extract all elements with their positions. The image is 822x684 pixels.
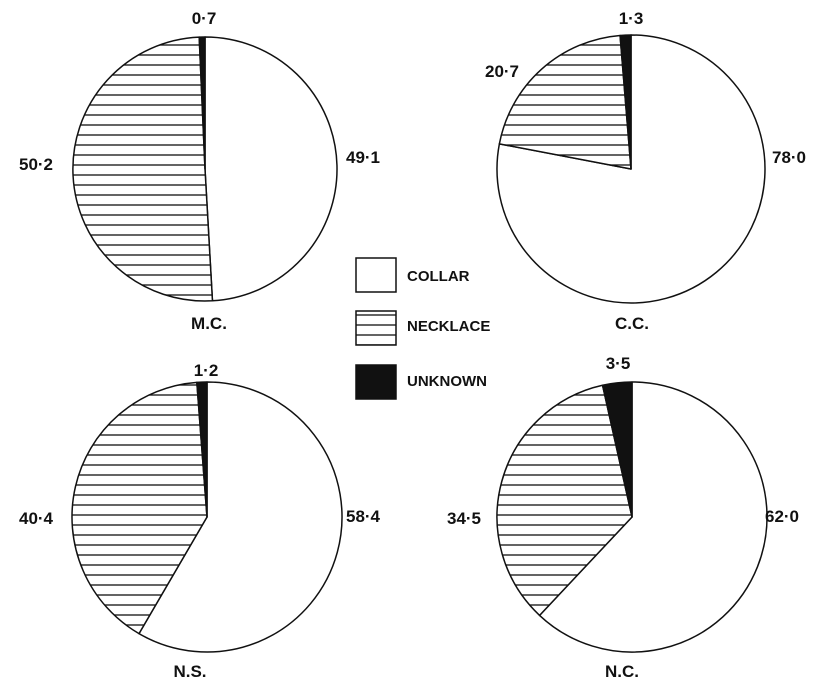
pie-cc-slice-necklace <box>498 34 632 170</box>
pie-nc-title: N.C. <box>605 662 639 681</box>
legend-swatch-collar <box>355 257 397 293</box>
pie-cc-title: C.C. <box>615 314 649 333</box>
pie-mc-slice-collar <box>204 36 338 302</box>
pie-nc-slice-unknown <box>601 381 633 518</box>
pie-cc: 1·3 20·7 78·0 C.C. <box>485 9 806 333</box>
legend: COLLAR NECKLACE UNKNOWN <box>355 257 490 400</box>
pie-ns-slice-collar <box>138 381 343 653</box>
pie-cc-label-unknown: 1·3 <box>619 9 644 28</box>
legend-label-unknown: UNKNOWN <box>407 373 487 390</box>
pie-ns-title: N.S. <box>173 662 206 681</box>
pie-ns-label-unknown: 1·2 <box>194 361 219 380</box>
pie-ns-slice-unknown <box>196 381 208 518</box>
pie-mc: 0·7 50·2 49·1 M.C. <box>19 9 380 333</box>
pie-ns-label-collar: 58·4 <box>346 507 381 526</box>
pie-mc-slice-necklace <box>72 36 214 302</box>
pie-mc-label-unknown: 0·7 <box>192 9 217 28</box>
pie-nc-label-collar: 62·0 <box>765 507 799 526</box>
pie-ns-slice-necklace <box>71 381 208 635</box>
pie-ns: 1·2 40·4 58·4 N.S. <box>19 361 381 681</box>
pie-ns-label-necklace: 40·4 <box>19 509 54 528</box>
pie-nc-label-necklace: 34·5 <box>447 509 481 528</box>
pie-nc: 3·5 34·5 62·0 N.C. <box>447 354 799 681</box>
pie-nc-slices <box>496 381 768 653</box>
pie-mc-slices <box>72 36 338 302</box>
pie-cc-label-collar: 78·0 <box>772 148 806 167</box>
pie-mc-slice-unknown <box>198 36 206 170</box>
legend-label-necklace: NECKLACE <box>407 318 490 335</box>
pie-nc-slice-necklace <box>496 384 633 617</box>
pie-cc-slices <box>496 34 766 304</box>
pie-cc-slice-unknown <box>619 34 632 170</box>
pie-mc-label-collar: 49·1 <box>346 148 380 167</box>
pie-cc-label-necklace: 20·7 <box>485 62 519 81</box>
legend-swatch-necklace <box>355 310 397 346</box>
pie-mc-title: M.C. <box>191 314 227 333</box>
legend-label-collar: COLLAR <box>407 268 470 285</box>
legend-swatch-unknown <box>355 364 397 400</box>
pie-mc-label-necklace: 50·2 <box>19 155 53 174</box>
pie-nc-label-unknown: 3·5 <box>606 354 631 373</box>
pie-nc-slice-collar <box>538 381 768 653</box>
pie-ns-slices <box>71 381 343 653</box>
